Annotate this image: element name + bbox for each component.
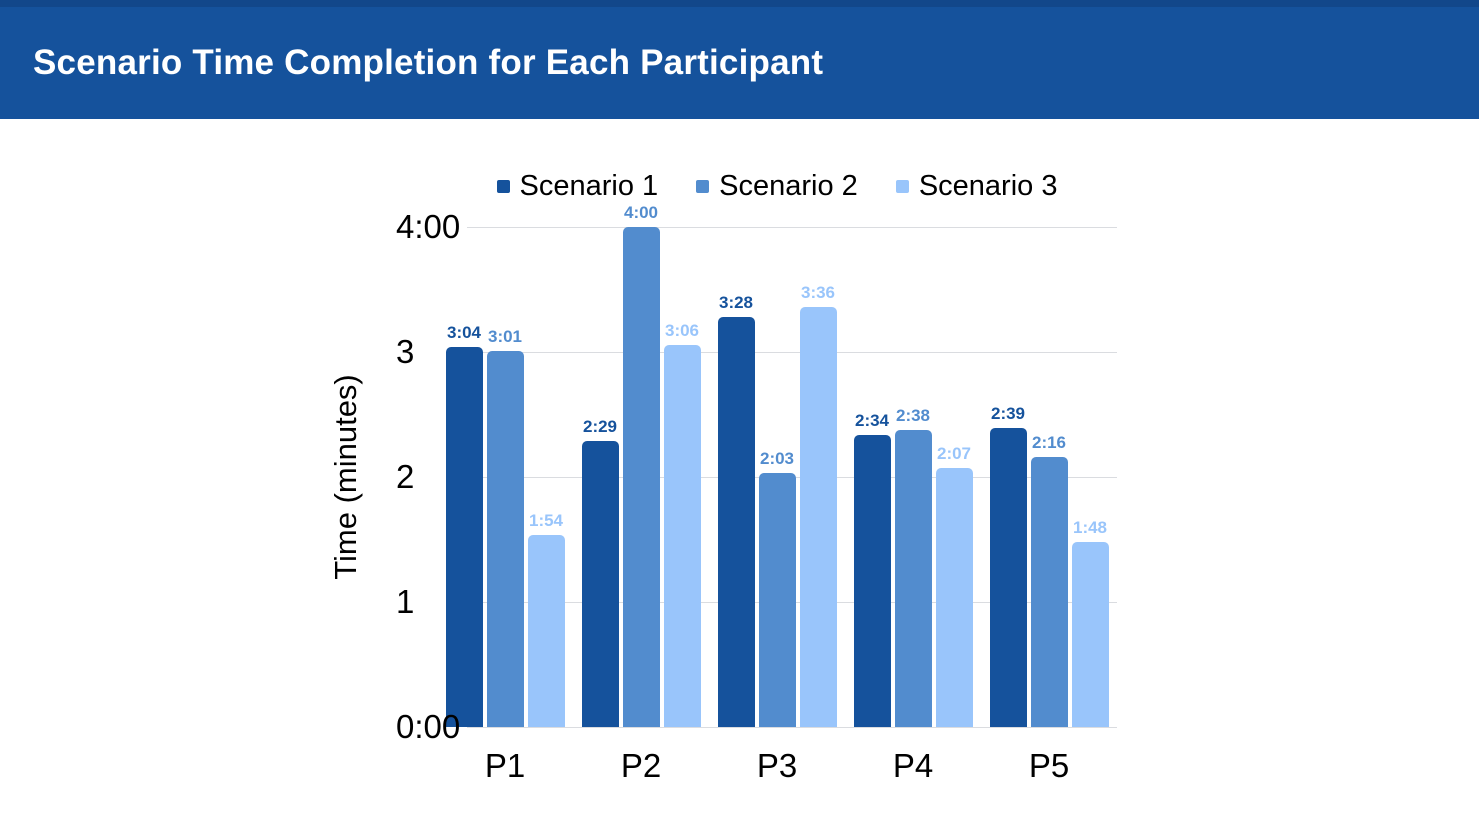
y-axis-title: Time (minutes) [328, 374, 363, 580]
bar-group-p1: 3:04 3:01 1:54 [437, 227, 573, 727]
bar-scenario-2-p1[interactable]: 3:01 [486, 327, 524, 727]
bar-group-p4: 2:34 2:38 2:07 [845, 227, 981, 727]
y-tick-0-00: 0:00 [396, 708, 461, 745]
bar-value-label: 3:06 [664, 320, 700, 340]
bar-scenario-2-p3[interactable]: 2:03 [758, 449, 796, 727]
legend-swatch-icon [696, 179, 710, 193]
bar-scenario-1-p3[interactable]: 3:28 [717, 293, 755, 727]
bar-group-p3: 3:28 2:03 3:36 [709, 227, 845, 727]
legend-label: Scenario 2 [719, 169, 858, 202]
bar-scenario-3-p1[interactable]: 1:54 [527, 511, 565, 727]
x-tick-p2: P2 [620, 747, 662, 784]
bar-scenario-3-p2[interactable]: 3:06 [663, 321, 701, 727]
bar-cluster: 3:28 2:03 3:36 [709, 227, 845, 727]
bar-scenario-3-p5[interactable]: 1:48 [1071, 518, 1109, 727]
bar-scenario-3-p3[interactable]: 3:36 [799, 283, 837, 727]
y-tick-3: 3 [396, 333, 415, 370]
bar-value-label: 2:29 [582, 416, 618, 436]
gridline-0-00 [467, 727, 1117, 728]
bar-value-label: 2:38 [895, 405, 931, 425]
bar-scenario-3-p4[interactable]: 2:07 [935, 444, 973, 727]
bar-scenario-2-p2[interactable]: 4:00 [622, 203, 660, 727]
x-axis-ticks: P1 P2 P3 P4 P5 [437, 743, 1117, 789]
legend-label: Scenario 1 [519, 169, 659, 202]
bar-value-label: 3:01 [487, 326, 523, 346]
legend-swatch-icon [895, 179, 909, 193]
gridline-3 [467, 352, 1117, 353]
bar-value-label: 1:48 [1072, 518, 1108, 537]
page-title: Scenario Time Completion for Each Partic… [33, 43, 824, 82]
bar-groups: 3:04 3:01 1:54 2:29 4:00 3:06 3:28 2:03 3:36 2:34… [437, 203, 1117, 727]
bar-value-label: 2:03 [759, 449, 795, 469]
bar-group-p5: 2:39 2:16 1:48 [981, 227, 1117, 727]
legend-item-scenario-1[interactable]: Scenario 1 [496, 169, 659, 203]
bar-cluster: 3:04 3:01 1:54 [437, 227, 573, 727]
bar-scenario-1-p1[interactable]: 3:04 [445, 323, 483, 727]
x-tick-p3: P3 [756, 747, 798, 784]
x-tick-p1: P1 [484, 747, 526, 784]
bar-value-label: 2:16 [1031, 433, 1067, 452]
bar-cluster: 2:29 4:00 3:06 [573, 203, 709, 727]
legend-item-scenario-3[interactable]: Scenario 3 [895, 169, 1058, 203]
y-tick-4-00: 4:00 [396, 208, 461, 245]
x-tick-p4: P4 [892, 747, 934, 784]
bar-value-label: 3:28 [718, 293, 754, 312]
x-tick-p5: P5 [1028, 747, 1070, 784]
legend-item-scenario-2[interactable]: Scenario 2 [696, 170, 858, 203]
bar-value-label: 4:00 [623, 203, 659, 222]
y-tick-1: 1 [396, 583, 415, 620]
bar-group-p2: 2:29 4:00 3:06 [573, 203, 709, 727]
bar-scenario-1-p2[interactable]: 2:29 [581, 417, 619, 727]
bar-value-label: 3:36 [800, 283, 836, 302]
bar-value-label: 1:54 [528, 510, 564, 530]
bar-value-label: 2:34 [854, 410, 890, 430]
bar-scenario-1-p4[interactable]: 2:34 [853, 411, 891, 727]
bar-scenario-2-p4[interactable]: 2:38 [894, 406, 932, 727]
bar-scenario-1-p5[interactable]: 2:39 [989, 404, 1027, 727]
bar-cluster: 2:34 2:38 2:07 [845, 227, 981, 727]
legend-label: Scenario 3 [918, 169, 1058, 202]
banner-top-strip [0, 0, 1479, 7]
bar-value-label: 2:07 [936, 444, 972, 464]
bar-value-label: 2:39 [990, 404, 1026, 424]
gridline-4-00 [467, 227, 1117, 228]
legend-swatch-icon [496, 179, 510, 193]
bar-cluster: 2:39 2:16 1:48 [981, 227, 1117, 727]
header-banner: Scenario Time Completion for Each Partic… [0, 0, 1479, 119]
bar-value-label: 3:04 [446, 323, 482, 342]
chart-legend: Scenario 1 Scenario 2 Scenario 3 [437, 165, 1117, 207]
y-tick-2: 2 [396, 458, 415, 495]
plot-area: 3:04 3:01 1:54 2:29 4:00 3:06 3:28 2:03 3:36 2:34… [437, 203, 1117, 728]
bar-scenario-2-p5[interactable]: 2:16 [1030, 433, 1068, 727]
